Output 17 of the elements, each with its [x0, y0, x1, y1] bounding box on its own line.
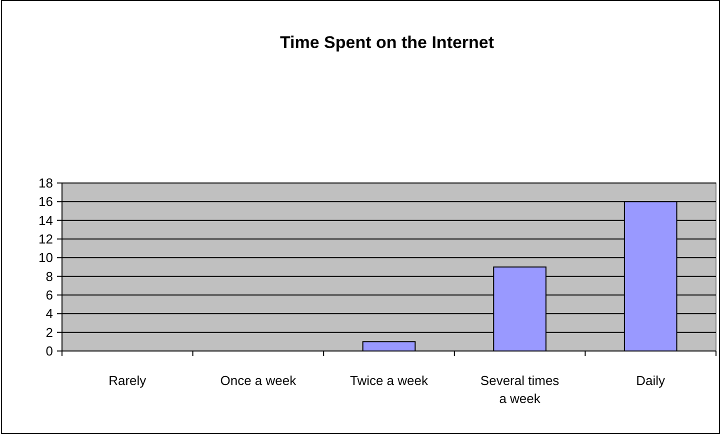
x-tick-label: Twice a week: [350, 373, 429, 388]
x-tick-label: Once a week: [220, 373, 297, 388]
y-tick-label: 14: [38, 212, 53, 228]
bar: [362, 341, 416, 352]
y-tick-label: 12: [38, 232, 53, 247]
y-tick-label: 18: [38, 176, 53, 191]
y-tick-label: 6: [46, 288, 53, 303]
y-tick-label: 10: [38, 250, 53, 266]
x-tick-label: Several times a week: [480, 373, 560, 406]
chart-title: Time Spent on the Internet: [280, 33, 494, 52]
y-tick-label: 0: [46, 344, 53, 359]
y-tick-label: 8: [46, 268, 53, 284]
y-tick-label: 4: [46, 306, 53, 322]
y-tick-label: 2: [46, 324, 53, 340]
x-tick-label: Rarely: [108, 373, 147, 388]
x-tick-label: Daily: [636, 373, 666, 388]
y-tick-label: 16: [38, 194, 53, 210]
